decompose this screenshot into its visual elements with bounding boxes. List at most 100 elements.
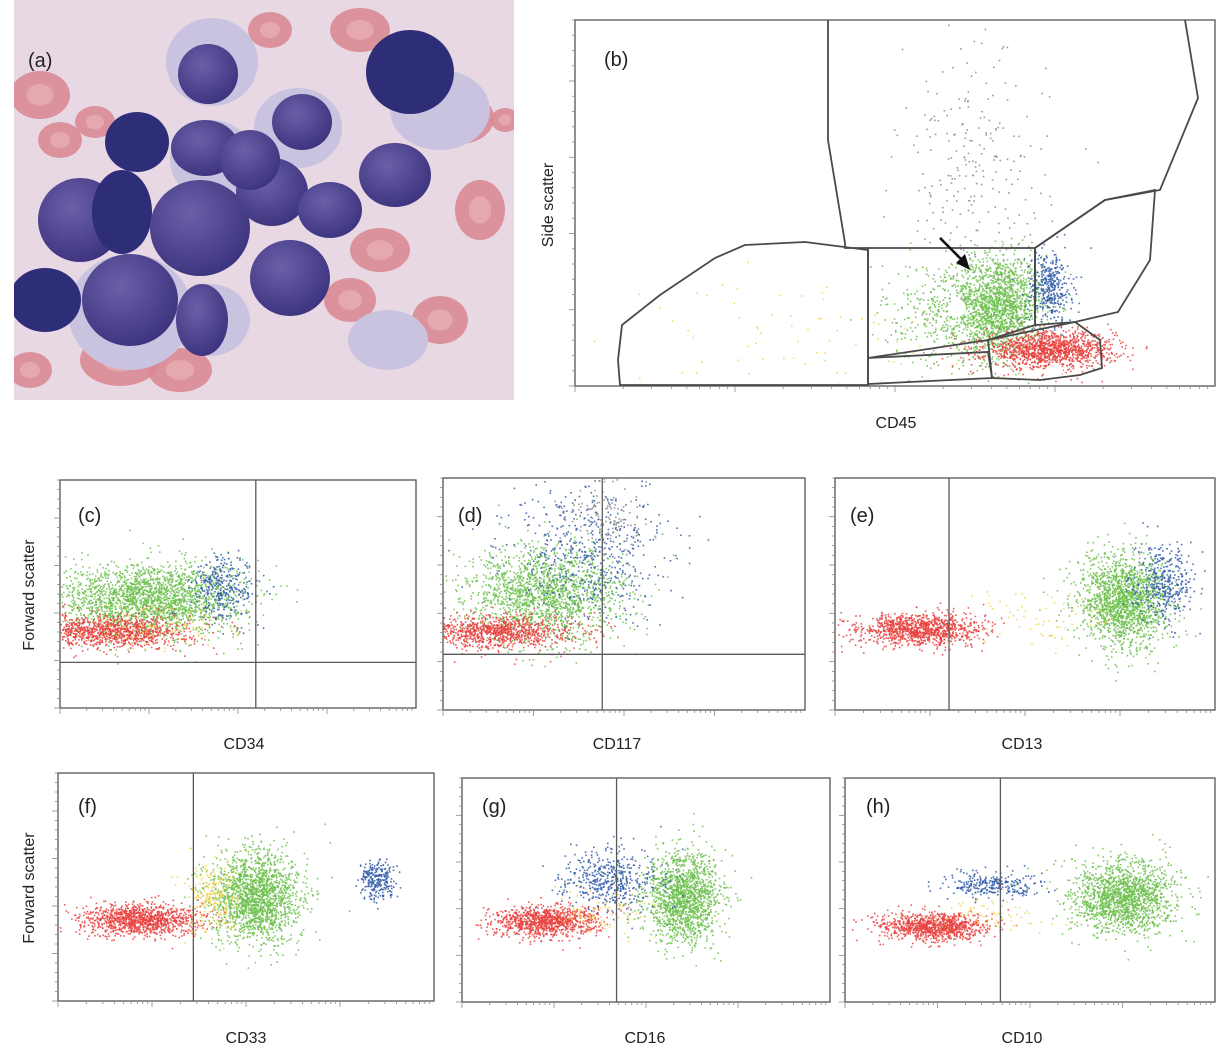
- data-point-green: [984, 343, 986, 345]
- data-point-green: [1007, 344, 1009, 346]
- data-point-green: [929, 322, 931, 324]
- data-point-red: [1080, 347, 1082, 349]
- data-point-green: [880, 304, 882, 306]
- data-point-red: [1077, 341, 1079, 343]
- data-point-green: [940, 329, 942, 331]
- data-point-yellow: [760, 333, 762, 335]
- data-point-green: [993, 286, 995, 288]
- data-point-grey: [1007, 159, 1009, 161]
- data-point-yellow: [780, 295, 782, 297]
- data-point-green: [119, 618, 121, 620]
- data-point-green: [1013, 280, 1015, 282]
- data-point-green: [895, 322, 897, 324]
- data-point-green: [1009, 270, 1011, 272]
- data-point-green: [1065, 309, 1067, 311]
- data-point-green: [90, 584, 92, 586]
- data-point-green: [1019, 296, 1021, 298]
- data-point-blue: [1043, 274, 1045, 276]
- data-point-red: [1024, 359, 1026, 361]
- data-point-grey: [1018, 136, 1020, 138]
- data-point-green: [972, 317, 974, 319]
- data-point-green: [163, 636, 165, 638]
- data-point-green: [972, 278, 974, 280]
- data-point-green: [940, 276, 942, 278]
- data-point-green: [982, 258, 984, 260]
- data-point-green: [1006, 360, 1008, 362]
- data-point-red: [1094, 357, 1096, 359]
- data-point-red: [1056, 335, 1058, 337]
- data-point-grey: [973, 200, 975, 202]
- data-point-grey: [942, 71, 944, 73]
- data-point-red: [1120, 343, 1122, 345]
- data-point-green: [972, 269, 974, 271]
- data-point-red: [1039, 335, 1041, 337]
- data-point-green: [981, 298, 983, 300]
- data-point-green: [997, 259, 999, 261]
- data-point-green: [139, 576, 141, 578]
- data-point-yellow: [905, 328, 907, 330]
- data-point-red: [1055, 341, 1057, 343]
- data-point-blue: [1038, 284, 1040, 286]
- data-point-red: [1022, 356, 1024, 358]
- data-point-blue: [1025, 317, 1027, 319]
- data-point-grey: [950, 232, 952, 234]
- data-point-red: [1064, 353, 1066, 355]
- data-point-green: [966, 335, 968, 337]
- data-point-green: [996, 272, 998, 274]
- data-point-green: [981, 362, 983, 364]
- data-point-blue: [1029, 283, 1031, 285]
- data-point-green: [1049, 310, 1051, 312]
- data-point-green: [965, 316, 967, 318]
- data-point-green: [105, 568, 107, 570]
- data-point-green: [1008, 294, 1010, 296]
- data-point-green: [1028, 280, 1030, 282]
- data-point-grey: [936, 93, 938, 95]
- data-point-green: [1004, 349, 1006, 351]
- data-point-green: [140, 601, 142, 603]
- cluster-hole: [948, 299, 966, 317]
- data-point-blue: [1061, 317, 1063, 319]
- data-point-grey: [1013, 135, 1015, 137]
- data-point-green: [973, 295, 975, 297]
- data-point-red: [1013, 370, 1015, 372]
- data-point-green: [177, 584, 179, 586]
- data-point-green: [115, 608, 117, 610]
- data-point-blue: [1064, 295, 1066, 297]
- data-point-green: [952, 333, 954, 335]
- data-point-green: [935, 320, 937, 322]
- data-point-green: [924, 284, 926, 286]
- data-point-green: [940, 316, 942, 318]
- data-point-red: [1111, 360, 1113, 362]
- data-point-green: [77, 590, 79, 592]
- data-point-grey: [967, 101, 969, 103]
- data-point-yellow: [820, 318, 822, 320]
- data-point-red: [1032, 352, 1034, 354]
- data-point-red: [971, 364, 973, 366]
- data-point-green: [981, 265, 983, 267]
- data-point-blue: [1070, 308, 1072, 310]
- data-point-grey: [956, 226, 958, 228]
- data-point-green: [994, 303, 996, 305]
- data-point-blue: [1051, 268, 1053, 270]
- data-point-green: [1014, 295, 1016, 297]
- data-point-blue: [1055, 302, 1057, 304]
- data-point-green: [1010, 316, 1012, 318]
- data-point-grey: [930, 119, 932, 121]
- data-point-green: [181, 553, 183, 555]
- data-point-yellow: [747, 262, 749, 264]
- data-point-green: [943, 303, 945, 305]
- data-point-grey: [1014, 223, 1016, 225]
- data-point-green: [983, 316, 985, 318]
- data-point-green: [194, 590, 196, 592]
- data-point-grey: [1009, 284, 1011, 286]
- data-point-blue: [1057, 300, 1059, 302]
- data-point-green: [242, 599, 244, 601]
- data-point-blue: [1059, 259, 1061, 261]
- data-point-red: [1097, 341, 1099, 343]
- data-point-red: [1013, 359, 1015, 361]
- data-point-green: [956, 273, 958, 275]
- data-point-green: [69, 591, 71, 593]
- data-point-green: [984, 296, 986, 298]
- data-point-red: [1019, 337, 1021, 339]
